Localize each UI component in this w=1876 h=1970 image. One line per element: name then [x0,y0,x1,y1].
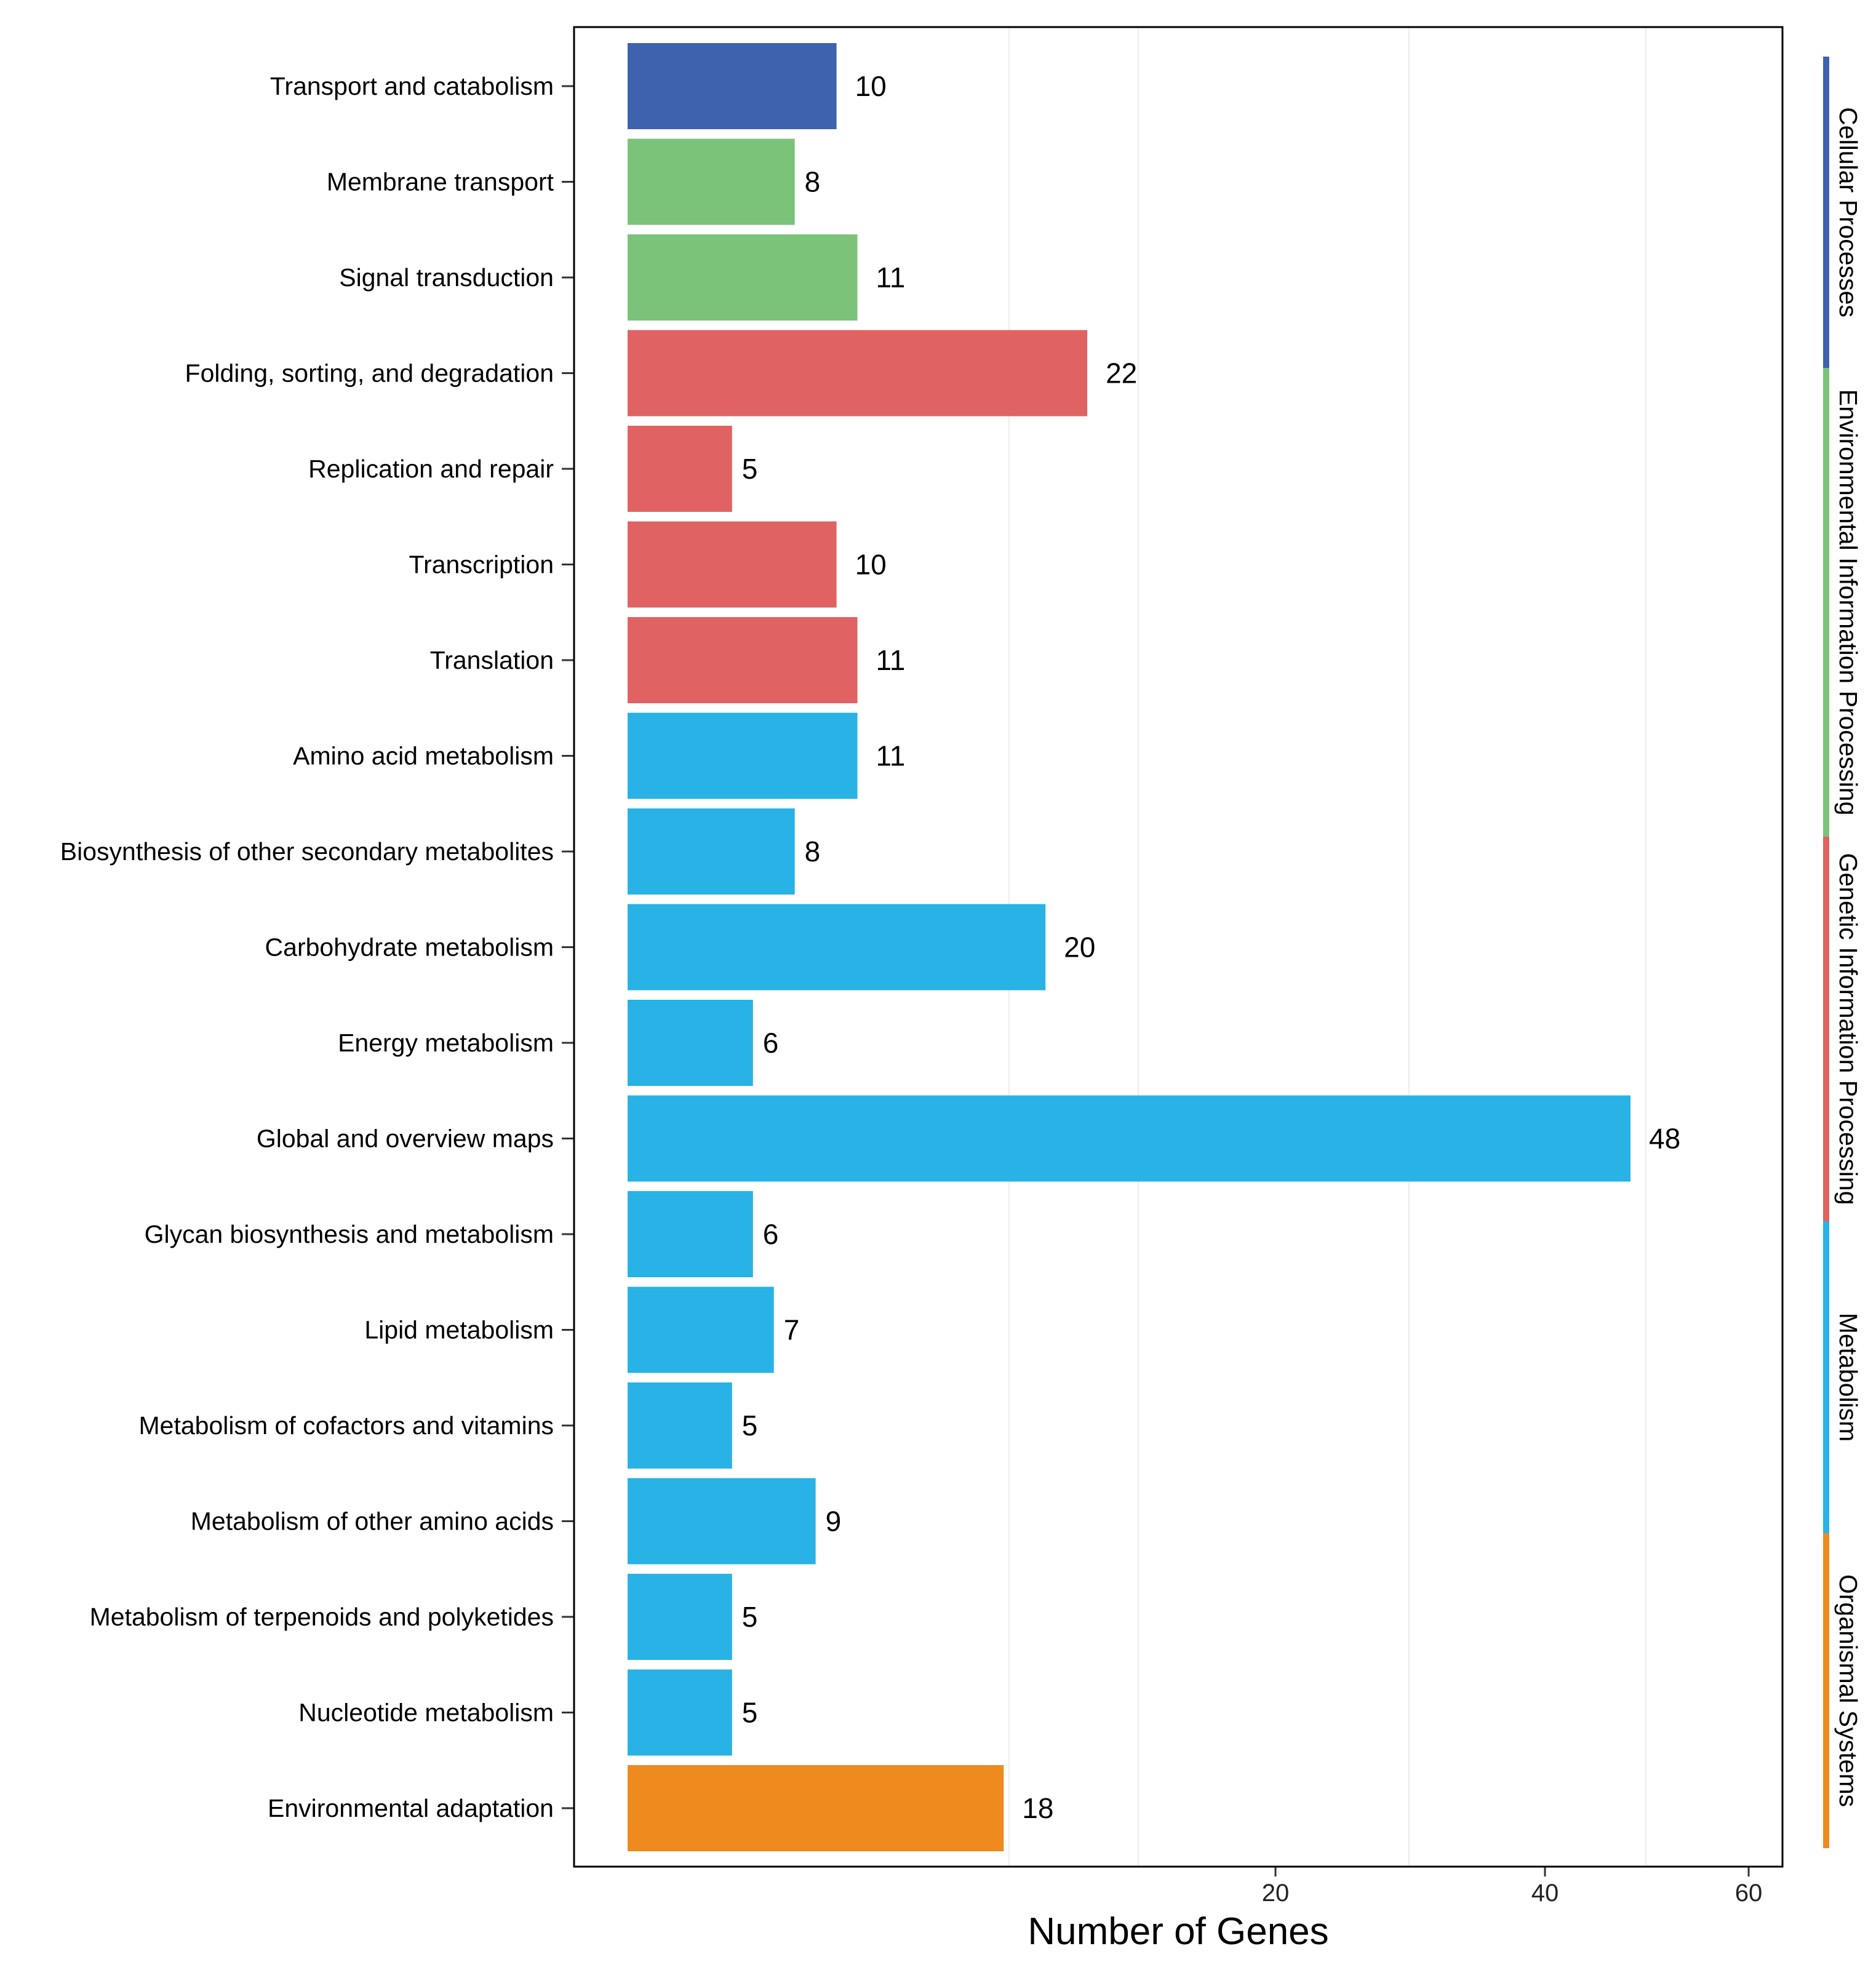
group-bar-genetic-information-processing [1823,837,1829,1221]
value-labels: 10 8 11 22 5 10 11 11 8 20 6 48 6 7 5 9 5 5 18 [742,70,1680,1824]
value-label-membrane-transport: 8 [805,166,821,198]
value-label-replication-and-repair: 5 [742,453,758,485]
value-label-metabolism-of-cofactors-and-vitamins: 5 [742,1410,758,1442]
bar-metabolism-of-cofactors-and-vitamins [628,1382,732,1469]
x-axis-title: Number of Genes [1028,1910,1328,1953]
bar-amino-acid-metabolism [628,712,858,799]
category-label-nucleotide-metabolism: Nucleotide metabolism [298,1699,554,1727]
group-bar-environmental-information-processing [1823,368,1829,837]
category-label-membrane-transport: Membrane transport [327,168,554,196]
value-label-carbohydrate-metabolism: 20 [1064,931,1095,963]
category-label-metabolism-of-terpenoids-and-polyketides: Metabolism of terpenoids and polyketides [90,1603,554,1631]
category-label-biosynthesis-of-other-secondary-metabolites: Biosynthesis of other secondary metaboli… [60,837,554,866]
category-label-glycan-biosynthesis-and-metabolism: Glycan biosynthesis and metabolism [145,1220,554,1248]
value-label-signal-transduction: 11 [876,261,906,293]
value-label-translation: 11 [876,644,906,676]
value-label-energy-metabolism: 6 [763,1027,779,1059]
category-labels: Transport and catabolism Membrane transpo… [60,72,574,1822]
bar-metabolism-of-other-amino-acids [628,1478,816,1565]
group-label-environmental-information-processing: Environmental Information Processing [1834,389,1862,816]
x-axis: 20 40 60 [1262,1867,1763,1907]
value-label-nucleotide-metabolism: 5 [742,1697,758,1729]
bar-nucleotide-metabolism [628,1669,732,1756]
group-label-metabolism: Metabolism [1834,1313,1862,1442]
bar-biosynthesis-of-other-secondary-metabolites [628,808,795,895]
category-label-signal-transduction: Signal transduction [339,263,554,292]
category-label-amino-acid-metabolism: Amino acid metabolism [293,742,554,770]
group-bar-metabolism [1823,1221,1829,1533]
x-tick-label-20: 20 [1262,1880,1290,1907]
bar-translation [628,617,858,703]
bar-transcription [628,521,837,608]
plot-frame [573,26,1784,1868]
group-strip: Cellular Processes Environmental Informat… [1823,57,1862,1848]
group-label-genetic-information-processing: Genetic Information Processing [1834,853,1862,1205]
value-label-lipid-metabolism: 7 [784,1314,800,1346]
category-label-folding-sorting-and-degradation: Folding, sorting, and degradation [185,359,554,388]
bar-environmental-adaptation [628,1765,1004,1851]
bar-replication-and-repair [628,426,732,512]
value-label-metabolism-of-terpenoids-and-polyketides: 5 [742,1601,758,1633]
category-label-environmental-adaptation: Environmental adaptation [268,1794,554,1822]
gridlines [1008,27,1646,1867]
bar-folding-sorting-and-degradation [628,330,1088,417]
bars [628,43,1631,1851]
category-label-global-and-overview-maps: Global and overview maps [257,1125,554,1153]
value-label-glycan-biosynthesis-and-metabolism: 6 [763,1218,779,1250]
group-label-organismal-systems: Organismal Systems [1834,1574,1862,1807]
category-label-transport-and-catabolism: Transport and catabolism [270,72,554,100]
category-label-translation: Translation [430,646,554,674]
bar-carbohydrate-metabolism [628,904,1046,991]
value-label-folding-sorting-and-degradation: 22 [1106,357,1137,389]
bar-energy-metabolism [628,1000,753,1086]
bar-global-and-overview-maps [628,1095,1631,1182]
category-label-transcription: Transcription [409,551,554,579]
value-label-amino-acid-metabolism: 11 [876,740,906,772]
category-label-metabolism-of-other-amino-acids: Metabolism of other amino acids [191,1507,554,1536]
category-label-carbohydrate-metabolism: Carbohydrate metabolism [265,933,554,962]
bar-glycan-biosynthesis-and-metabolism [628,1191,753,1277]
value-label-environmental-adaptation: 18 [1022,1792,1053,1824]
category-label-energy-metabolism: Energy metabolism [338,1029,554,1057]
category-label-metabolism-of-cofactors-and-vitamins: Metabolism of cofactors and vitamins [139,1411,554,1440]
value-label-global-and-overview-maps: 48 [1649,1123,1680,1155]
group-bar-organismal-systems [1823,1533,1829,1848]
bar-membrane-transport [628,138,795,225]
category-label-replication-and-repair: Replication and repair [308,455,554,483]
value-label-transport-and-catabolism: 10 [855,70,887,102]
x-tick-label-40: 40 [1531,1880,1559,1907]
value-label-metabolism-of-other-amino-acids: 9 [826,1505,842,1537]
bar-signal-transduction [628,234,858,321]
value-label-transcription: 10 [855,549,887,581]
bar-lipid-metabolism [628,1286,774,1373]
x-tick-label-60: 60 [1735,1880,1763,1907]
value-label-biosynthesis-of-other-secondary-metabolites: 8 [805,835,821,867]
category-label-lipid-metabolism: Lipid metabolism [364,1316,554,1344]
group-bar-cellular-processes [1823,57,1829,368]
bar-metabolism-of-terpenoids-and-polyketides [628,1574,732,1660]
group-label-cellular-processes: Cellular Processes [1834,107,1862,317]
bar-transport-and-catabolism [628,43,837,129]
